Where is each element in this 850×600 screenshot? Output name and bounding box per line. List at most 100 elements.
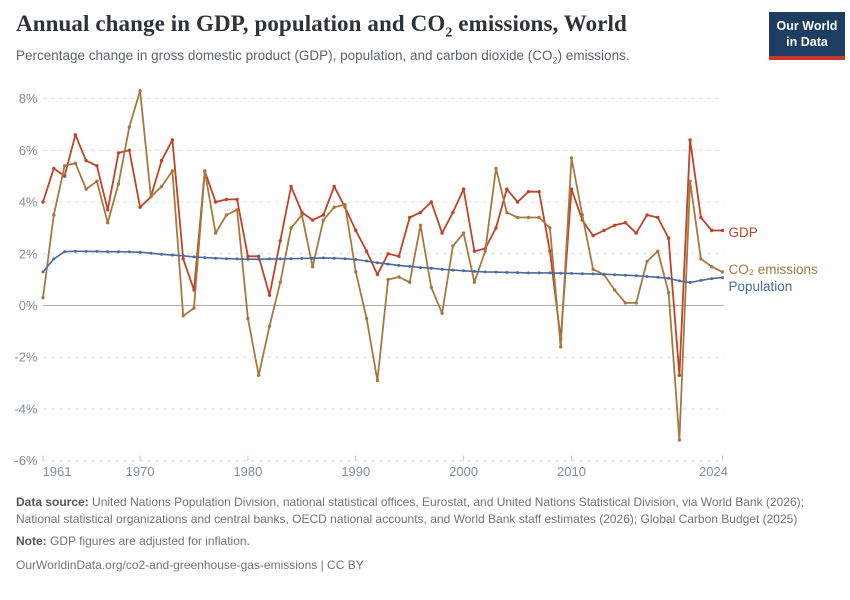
population-point	[537, 271, 541, 275]
gdp-point	[73, 133, 78, 137]
co2-emissions-point	[73, 161, 78, 165]
gdp-point	[440, 231, 444, 235]
co2-emissions-point	[95, 179, 99, 183]
gdp-point	[602, 228, 606, 233]
population-point	[462, 269, 466, 273]
population-point	[160, 252, 164, 256]
population-point	[548, 271, 552, 275]
population-point	[268, 257, 271, 261]
co2-emissions-point	[364, 316, 369, 321]
population-line	[42, 250, 724, 284]
gdp-point	[688, 138, 692, 142]
page-title: Annual change in GDP, population and CO2…	[16, 10, 761, 40]
co2-emissions-point	[116, 182, 121, 186]
co2-emissions-point	[677, 438, 682, 442]
gdp-point	[386, 252, 390, 256]
subtitle-subscript: 2	[552, 55, 558, 66]
co2-emissions-point	[149, 195, 153, 199]
population-point	[203, 256, 207, 260]
population-point	[214, 256, 218, 260]
co2-emissions-point	[181, 314, 185, 318]
gdp-point	[246, 254, 250, 258]
population-point	[570, 271, 573, 275]
population-point	[505, 270, 509, 274]
population-point	[192, 255, 196, 259]
footer: Data source: United Nations Population D…	[16, 494, 838, 579]
legend-label-co2-emissions: CO₂ emissions	[729, 262, 819, 277]
population-point	[645, 275, 649, 278]
x-axis-tick-label: 1961	[43, 464, 72, 479]
gdp-point	[623, 221, 628, 225]
gdp-point	[278, 239, 282, 243]
gdp-point	[289, 184, 293, 189]
population-point	[656, 275, 660, 279]
co2-emissions-point	[289, 226, 293, 230]
gdp-point	[375, 272, 380, 277]
co2-emissions-point	[720, 270, 725, 274]
gdp-point	[41, 200, 45, 204]
population-point	[138, 250, 142, 254]
co2-emissions-point	[494, 166, 498, 171]
y-axis-tick-label: 0%	[19, 298, 38, 313]
co2-emissions-point	[591, 267, 595, 271]
population-point	[472, 269, 476, 273]
population-point	[170, 253, 174, 257]
co2-emissions-point	[526, 215, 531, 220]
gdp-point	[451, 210, 455, 215]
gdp-point	[418, 210, 423, 215]
co2-emissions-point	[235, 208, 239, 212]
population-point	[84, 249, 88, 253]
gdp-point	[461, 187, 466, 191]
co2-emissions-point	[418, 223, 423, 227]
population-point	[321, 256, 325, 260]
y-axis-tick-label: 4%	[19, 195, 38, 210]
co2-emissions-point	[127, 125, 131, 129]
population-point	[63, 250, 67, 254]
gdp-point	[213, 200, 218, 204]
population-point	[41, 270, 45, 274]
co2-emissions-point	[461, 231, 466, 235]
gdp-point	[310, 218, 315, 222]
population-point	[591, 272, 595, 276]
population-point	[117, 250, 120, 254]
co2-emissions-point	[537, 215, 541, 220]
population-point	[440, 267, 444, 271]
population-point	[419, 266, 422, 269]
gdp-point	[548, 249, 552, 253]
population-point	[397, 263, 401, 267]
gdp-point	[127, 148, 131, 152]
population-point	[354, 258, 358, 261]
population-point	[289, 257, 293, 261]
gdp-point	[354, 228, 358, 233]
note-text: GDP figures are adjusted for inflation.	[50, 534, 250, 549]
gdp-point	[515, 200, 520, 204]
population-point	[235, 257, 239, 261]
co2-emissions-point	[505, 210, 509, 215]
population-point	[516, 271, 520, 275]
gdp-point	[364, 249, 369, 253]
population-point	[634, 274, 638, 278]
population-point	[127, 250, 131, 254]
co2-emissions-point	[321, 218, 326, 222]
co2-emissions-point	[52, 213, 56, 217]
population-point	[224, 257, 228, 261]
co2-emissions-point	[569, 156, 574, 160]
co2-emissions-point	[656, 249, 660, 253]
gdp-point	[720, 228, 725, 233]
co2-emissions-point	[354, 270, 358, 274]
co2-emissions-point	[429, 285, 433, 290]
population-point	[181, 254, 185, 258]
gdp-point	[138, 205, 142, 209]
population-point	[429, 266, 433, 270]
x-axis-tick-label: 1980	[233, 464, 262, 479]
population-point	[73, 249, 77, 253]
co2-emissions-point	[408, 280, 412, 284]
population-point	[613, 273, 617, 277]
co2-emissions-point	[213, 231, 218, 235]
co2-emissions-point	[645, 259, 649, 264]
gdp-point	[612, 223, 617, 227]
gdp-point	[116, 151, 121, 155]
owid-logo-line1: Our World	[776, 19, 838, 33]
data-source-label: Data source:	[16, 495, 89, 509]
